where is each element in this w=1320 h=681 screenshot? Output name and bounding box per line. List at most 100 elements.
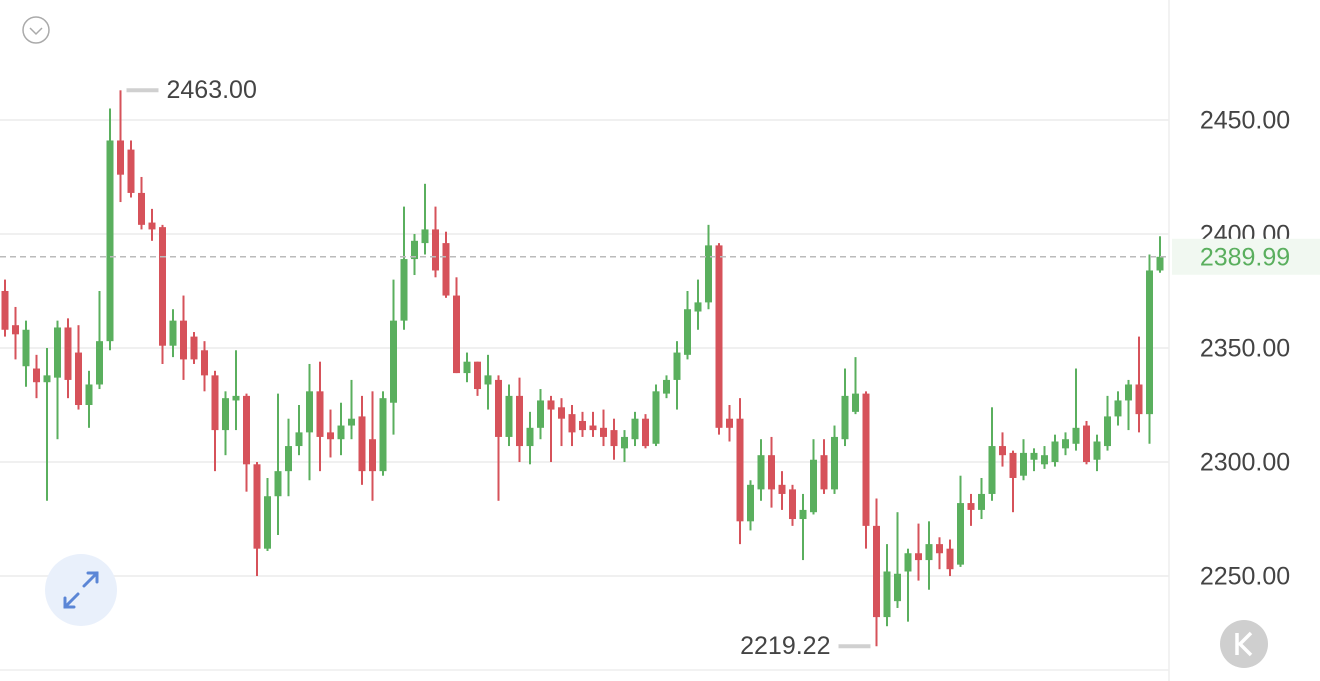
expand-icon: [63, 571, 99, 609]
candle-body: [715, 245, 723, 428]
candle-body: [999, 446, 1006, 456]
candle-body: [1009, 452, 1017, 478]
candle-body: [12, 325, 19, 335]
candle-body: [243, 395, 250, 465]
candle-body: [600, 427, 607, 437]
candle-body: [201, 350, 208, 376]
candle-body: [694, 302, 702, 312]
candle-body: [1062, 439, 1069, 449]
candle-body: [432, 229, 439, 271]
candle-body: [1, 290, 9, 330]
candle-body: [621, 436, 628, 449]
max-label: 2463.00: [167, 76, 257, 104]
candle-body: [936, 544, 943, 554]
candle-body: [22, 329, 30, 367]
candle-body: [43, 375, 51, 383]
candle-body: [915, 553, 922, 561]
candle-body: [358, 416, 366, 472]
candle-body: [673, 352, 681, 380]
candle-body: [988, 446, 996, 494]
candle-body: [117, 140, 124, 175]
candle-body: [778, 484, 786, 494]
candle-body: [1104, 416, 1111, 447]
candle-body: [64, 327, 72, 380]
candle-body: [1083, 425, 1090, 463]
candle-body: [379, 398, 387, 472]
candle-body: [589, 425, 597, 431]
candle-body: [148, 222, 156, 230]
candle-body: [610, 430, 618, 447]
fullscreen-button[interactable]: [45, 554, 117, 626]
fullscreen-circle[interactable]: [45, 554, 117, 626]
candle-body: [474, 361, 481, 390]
candle-body: [831, 436, 838, 490]
candle-body: [684, 309, 691, 355]
candle-body: [1051, 441, 1059, 463]
candle-body: [285, 446, 292, 472]
candle-body: [904, 553, 912, 572]
candle-body: [1146, 270, 1153, 415]
candle-body: [663, 379, 670, 394]
candle-body: [736, 418, 744, 522]
candle-body: [946, 548, 954, 570]
candle-body: [1114, 400, 1122, 417]
grid: [0, 119, 1169, 577]
candle-body: [253, 464, 261, 549]
y-tick-label: 2350.00: [1200, 335, 1290, 363]
candle-body: [85, 384, 93, 406]
candle-body: [390, 320, 397, 403]
candle-body: [337, 425, 345, 440]
candle-body: [33, 368, 40, 383]
candle-body: [295, 432, 303, 447]
kline-circle[interactable]: [1220, 620, 1268, 668]
last-price-bg: [1172, 238, 1320, 275]
candle-body: [873, 525, 880, 618]
candle-body: [568, 414, 576, 433]
kline-button[interactable]: [1220, 620, 1268, 668]
candle-body: [1020, 452, 1027, 476]
candle-body: [957, 503, 964, 565]
candle-body: [799, 509, 807, 520]
candle-body: [967, 503, 975, 510]
candle-body: [274, 471, 282, 497]
candle-body: [820, 455, 828, 490]
candle-body: [400, 259, 408, 321]
candle-body: [369, 439, 376, 472]
candle-body: [631, 418, 639, 440]
candle-body: [348, 418, 355, 426]
candle-body: [306, 391, 313, 433]
last-price-label: 2389.99: [1200, 243, 1290, 271]
candle-body: [75, 352, 82, 406]
candle-body: [1072, 427, 1080, 444]
candle-body: [316, 391, 324, 437]
collapse-icon[interactable]: [22, 16, 50, 44]
candle-body: [484, 375, 492, 385]
y-tick-label: 2450.00: [1200, 107, 1290, 135]
candle-body: [978, 493, 985, 510]
candle-body: [789, 489, 796, 520]
candle-body: [757, 455, 765, 490]
candle-body: [1135, 384, 1143, 415]
candle-body: [106, 140, 114, 342]
candle-body: [768, 455, 775, 490]
k-icon: [1235, 631, 1253, 657]
candles: [1, 90, 1164, 647]
y-tick-label: 2300.00: [1200, 449, 1290, 477]
candle-body: [222, 398, 229, 431]
candle-body: [558, 407, 565, 419]
chevron: [29, 27, 43, 36]
candle-body: [1093, 441, 1101, 460]
candle-body: [463, 361, 471, 374]
candle-body: [642, 418, 649, 447]
y-tick-label: 2250.00: [1200, 563, 1290, 591]
candle-body: [652, 391, 660, 444]
candle-body: [159, 227, 166, 346]
candle-body: [1125, 384, 1132, 401]
candle-body: [232, 395, 240, 401]
collapse-button[interactable]: [22, 16, 50, 44]
candle-body: [862, 393, 870, 526]
candle-body: [810, 459, 817, 513]
candle-body: [516, 395, 523, 447]
